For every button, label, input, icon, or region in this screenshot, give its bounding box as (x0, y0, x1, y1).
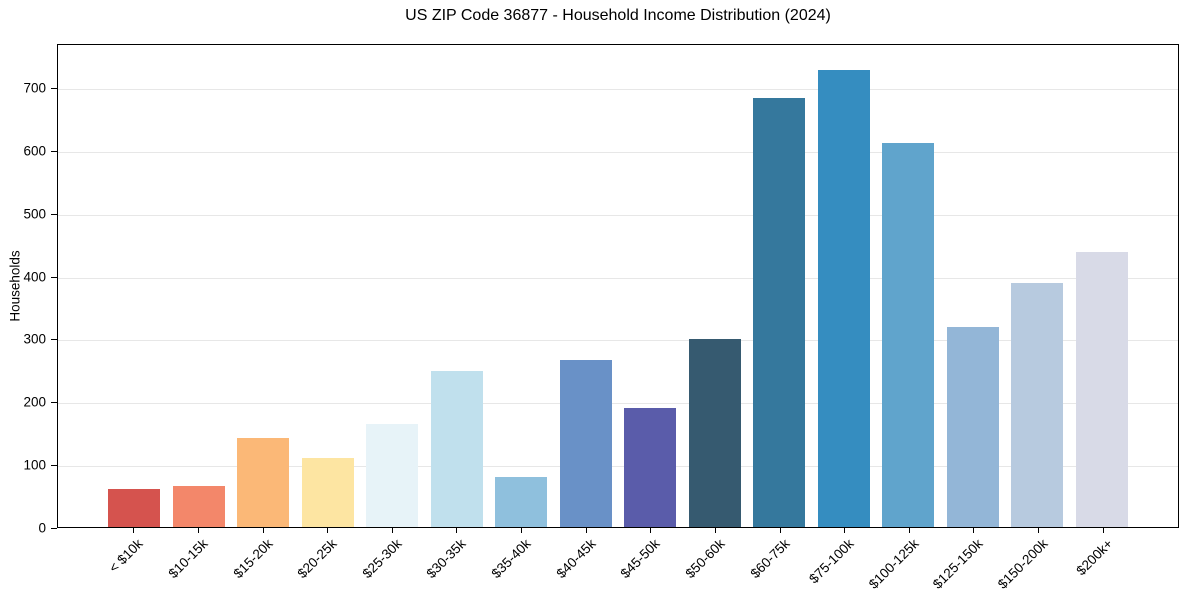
bar-slot (554, 45, 619, 527)
x-tick-mark (391, 528, 393, 533)
bar-slot (876, 45, 941, 527)
y-tick-mark (51, 150, 57, 152)
bar-$100-125k (882, 143, 935, 527)
bar-$125-150k (946, 326, 999, 527)
gridline (58, 466, 1178, 468)
bar-$10-15k (172, 486, 225, 527)
y-tick-mark (51, 276, 57, 278)
bar-slot (941, 45, 1006, 527)
y-tick-label: 500 (23, 206, 46, 222)
bar-$40-45k (559, 359, 612, 527)
x-tick-mark (197, 528, 199, 533)
x-tick-mark (327, 528, 329, 533)
y-tick-mark (51, 339, 57, 341)
gridline (58, 89, 1178, 90)
y-tick-label: 0 (38, 520, 46, 536)
chart-title: US ZIP Code 36877 - Household Income Dis… (405, 7, 831, 24)
bar-slot (425, 45, 490, 527)
bar-slot (618, 45, 683, 527)
x-tick-mark (585, 528, 587, 533)
bar-slot (747, 45, 812, 527)
plot-area (57, 44, 1179, 528)
bar-$60-75k (753, 98, 806, 527)
x-tick-mark (1102, 528, 1104, 533)
y-tick-label: 600 (23, 143, 46, 159)
x-tick-mark (1038, 528, 1040, 533)
bar-$35-40k (495, 476, 548, 527)
y-tick-mark (51, 465, 57, 467)
bar-$75-100k (817, 70, 870, 527)
bar-slot (360, 45, 425, 527)
y-tick-label: 200 (23, 394, 46, 410)
bar-slot (231, 45, 296, 527)
bar-slot (1005, 45, 1070, 527)
bar-slot (683, 45, 748, 527)
x-tick-mark (521, 528, 523, 533)
x-tick-mark (908, 528, 910, 533)
bar-slot (812, 45, 877, 527)
bar-slot (489, 45, 554, 527)
x-tick-label: < $10k (106, 536, 146, 576)
y-tick-label: 400 (23, 269, 46, 285)
bars-row (102, 45, 1134, 527)
x-tick-mark (650, 528, 652, 533)
gridline (58, 403, 1178, 405)
bar-$30-35k (430, 370, 483, 527)
bar-$50-60k (688, 339, 741, 527)
gridline (58, 151, 1178, 153)
bar-$200k+ (1075, 251, 1128, 527)
x-tick-mark (844, 528, 846, 533)
y-tick-mark (51, 213, 57, 215)
gridline (58, 214, 1178, 216)
y-tick-label: 300 (23, 331, 46, 347)
bar-slot (167, 45, 232, 527)
y-tick-label: 700 (23, 80, 46, 96)
bar-$20-25k (301, 457, 354, 527)
bar-slot (296, 45, 361, 527)
y-axis-label: Households (7, 250, 23, 322)
x-tick-mark (779, 528, 781, 533)
x-tick-mark (456, 528, 458, 533)
x-tick-mark (262, 528, 264, 533)
gridline (58, 340, 1178, 342)
y-tick-mark (51, 88, 57, 89)
x-tick-mark (973, 528, 975, 533)
y-tick-label: 100 (23, 457, 46, 473)
bar-$25-30k (366, 423, 419, 527)
x-tick-mark (714, 528, 716, 533)
bar-slot (102, 45, 167, 527)
y-tick-mark (51, 402, 57, 404)
bar-< $10k (108, 489, 161, 527)
y-tick-mark (51, 528, 57, 529)
bar-$15-20k (237, 437, 290, 527)
gridline (58, 277, 1178, 279)
bar-$45-50k (624, 408, 677, 527)
bar-$150-200k (1011, 282, 1064, 527)
x-tick-mark (133, 528, 135, 533)
bar-slot (1070, 45, 1135, 527)
